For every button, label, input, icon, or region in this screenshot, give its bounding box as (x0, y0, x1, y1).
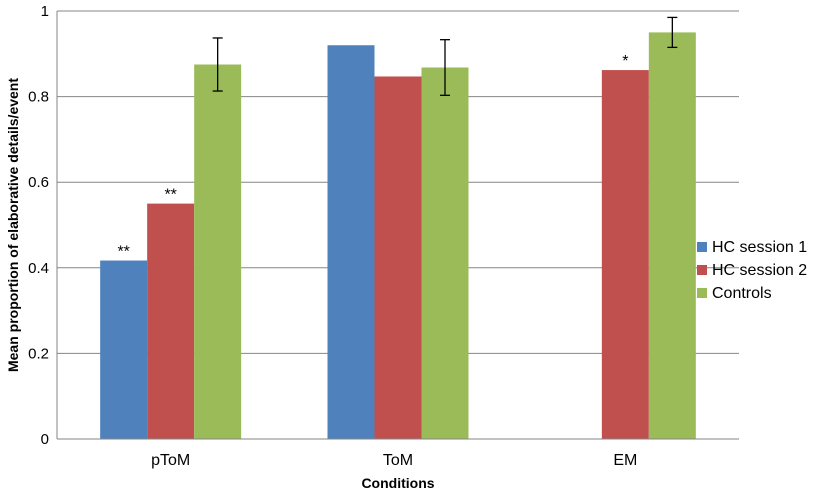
bar (601, 70, 649, 440)
y-tick-labels: 0 0.2 0.4 0.6 0.8 1 (28, 3, 49, 448)
y-tick-label: 0.2 (28, 345, 49, 362)
legend-label: HC session 1 (712, 239, 807, 256)
significance-marker: * (622, 53, 628, 70)
y-tick-label: 0.8 (28, 89, 49, 106)
annotations-group: ***** (117, 53, 628, 260)
x-category-label: ToM (383, 452, 413, 469)
legend: HC session 1 HC session 2 Controls (697, 239, 807, 302)
legend-swatch (697, 265, 707, 275)
legend-label: HC session 2 (712, 262, 807, 279)
legend-swatch (697, 288, 707, 298)
bar (100, 260, 148, 439)
x-category-label: EM (613, 452, 637, 469)
bars-group (100, 32, 696, 440)
error-bars-group (212, 16, 678, 96)
x-category-label: pToM (151, 452, 190, 469)
x-axis-title: Conditions (361, 475, 434, 491)
y-tick-label: 0.4 (28, 260, 49, 277)
significance-marker: ** (117, 244, 129, 261)
bar (194, 64, 242, 439)
x-category-labels: pToM ToM EM (151, 452, 637, 469)
y-axis-title: Mean proportion of elaborative details/e… (5, 78, 21, 372)
legend-swatch (697, 242, 707, 252)
y-tick-label: 1 (41, 3, 49, 20)
legend-label: Controls (712, 285, 772, 302)
y-tick-label: 0.6 (28, 174, 49, 191)
bar (421, 67, 469, 439)
bar (374, 76, 422, 439)
bar (147, 203, 195, 439)
y-tick-label: 0 (41, 431, 49, 448)
bar (648, 32, 696, 440)
significance-marker: ** (164, 187, 176, 204)
bar (327, 45, 375, 440)
